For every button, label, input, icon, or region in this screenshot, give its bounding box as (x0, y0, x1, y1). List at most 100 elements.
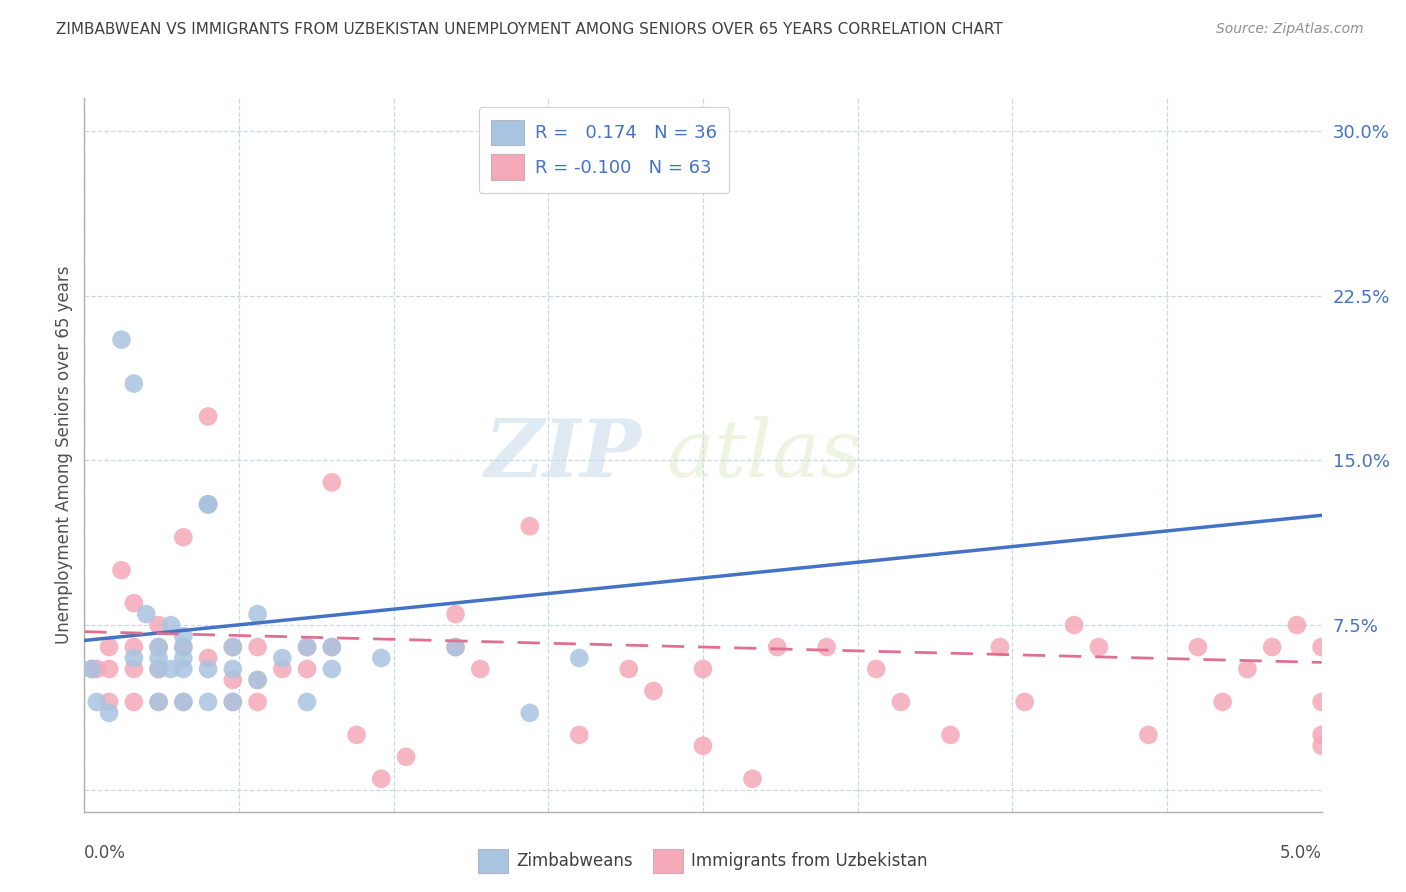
Point (395, 749, 418, 764)
Point (222, 673, 245, 687)
Point (741, 772, 763, 786)
Text: 0.0%: 0.0% (84, 844, 127, 862)
Point (197, 409, 219, 424)
Point (568, 651, 591, 665)
Point (1063, 618, 1085, 632)
Point (815, 640, 838, 654)
Point (890, 695, 912, 709)
Point (1088, 640, 1111, 654)
Point (122, 662, 145, 676)
Point (122, 651, 145, 665)
Point (197, 695, 219, 709)
Point (172, 695, 194, 709)
Point (1212, 695, 1234, 709)
Point (1137, 728, 1160, 742)
Point (222, 695, 245, 709)
Point (295, 640, 318, 654)
Point (148, 695, 170, 709)
Point (321, 640, 343, 654)
Point (1310, 739, 1333, 753)
Point (172, 640, 194, 654)
Point (444, 640, 467, 654)
Point (172, 629, 194, 643)
Point (692, 739, 714, 753)
Point (321, 662, 343, 676)
Text: ZIMBABWEAN VS IMMIGRANTS FROM UZBEKISTAN UNEMPLOYMENT AMONG SENIORS OVER 65 YEAR: ZIMBABWEAN VS IMMIGRANTS FROM UZBEKISTAN… (56, 22, 1002, 37)
Point (222, 695, 245, 709)
Point (692, 662, 714, 676)
Text: atlas: atlas (666, 417, 862, 493)
Point (148, 662, 170, 676)
Point (110, 563, 132, 577)
Legend: Zimbabweans, Immigrants from Uzbekistan: Zimbabweans, Immigrants from Uzbekistan (471, 842, 935, 880)
Point (222, 662, 245, 676)
Point (271, 662, 294, 676)
Point (148, 618, 170, 632)
Point (1285, 618, 1308, 632)
Point (222, 640, 245, 654)
Point (197, 651, 219, 665)
Point (246, 673, 269, 687)
Point (197, 497, 219, 511)
Point (1236, 662, 1258, 676)
Point (172, 695, 194, 709)
Point (172, 640, 194, 654)
Point (98, 695, 121, 709)
Point (197, 497, 219, 511)
Point (519, 519, 541, 533)
Text: 5.0%: 5.0% (1279, 844, 1322, 862)
Point (1261, 640, 1284, 654)
Point (470, 662, 492, 676)
Point (1310, 728, 1333, 742)
Point (444, 607, 467, 621)
Point (197, 497, 219, 511)
Point (98, 706, 121, 720)
Point (80, 662, 103, 676)
Point (1310, 640, 1333, 654)
Point (172, 662, 194, 676)
Point (271, 651, 294, 665)
Point (1187, 640, 1209, 654)
Text: ZIP: ZIP (484, 417, 641, 493)
Point (148, 695, 170, 709)
Point (246, 695, 269, 709)
Point (988, 640, 1011, 654)
Point (148, 662, 170, 676)
Legend: R =   0.174   N = 36, R = -0.100   N = 63: R = 0.174 N = 36, R = -0.100 N = 63 (478, 107, 730, 193)
Point (98, 640, 121, 654)
Point (80, 662, 103, 676)
Point (110, 333, 132, 347)
Point (86, 662, 108, 676)
Point (122, 596, 145, 610)
Point (1014, 695, 1036, 709)
Point (197, 662, 219, 676)
Point (1310, 695, 1333, 709)
Point (160, 618, 183, 632)
Point (148, 651, 170, 665)
Point (444, 640, 467, 654)
Point (939, 728, 962, 742)
Point (519, 706, 541, 720)
Text: Source: ZipAtlas.com: Source: ZipAtlas.com (1216, 22, 1364, 37)
Point (246, 673, 269, 687)
Point (295, 640, 318, 654)
Point (160, 662, 183, 676)
Point (122, 376, 145, 391)
Point (295, 695, 318, 709)
Point (568, 728, 591, 742)
Point (172, 530, 194, 544)
Point (321, 640, 343, 654)
Point (246, 640, 269, 654)
Point (321, 475, 343, 490)
Point (148, 640, 170, 654)
Point (246, 607, 269, 621)
Point (86, 695, 108, 709)
Point (135, 607, 157, 621)
Point (865, 662, 887, 676)
Point (370, 772, 392, 786)
Point (122, 695, 145, 709)
Point (295, 662, 318, 676)
Point (617, 662, 640, 676)
Y-axis label: Unemployment Among Seniors over 65 years: Unemployment Among Seniors over 65 years (55, 266, 73, 644)
Point (643, 684, 665, 698)
